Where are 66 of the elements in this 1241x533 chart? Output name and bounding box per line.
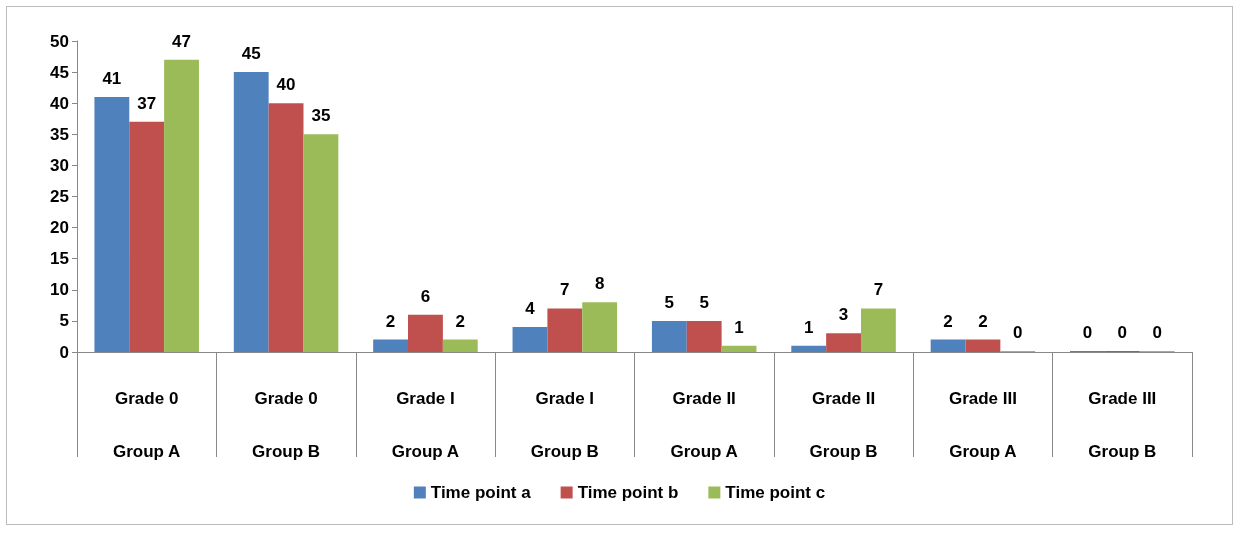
bar xyxy=(860,308,896,352)
legend-label: Time point a xyxy=(430,483,532,502)
y-tick-label: 50 xyxy=(50,31,69,51)
data-label: 37 xyxy=(137,93,157,113)
data-label: 5 xyxy=(699,292,709,312)
data-label: 0 xyxy=(1152,323,1162,342)
data-label: 45 xyxy=(241,44,261,64)
category-label: Grade II Group A xyxy=(670,389,738,461)
data-label: 2 xyxy=(385,311,396,331)
y-tick-label: 45 xyxy=(50,62,69,82)
category-label: Grade I Group A xyxy=(391,389,460,461)
y-tick-label: 5 xyxy=(59,311,69,331)
data-label: 3 xyxy=(838,305,849,325)
y-tick-label: 15 xyxy=(50,249,69,269)
y-tick-label: 0 xyxy=(59,342,69,362)
bar xyxy=(651,320,687,352)
data-label: 8 xyxy=(594,274,605,294)
bar xyxy=(721,345,757,352)
bar xyxy=(373,339,409,352)
bar xyxy=(164,59,199,352)
data-label: 7 xyxy=(873,280,884,300)
bar xyxy=(582,302,618,352)
y-tick-label: 20 xyxy=(50,218,69,238)
bar xyxy=(94,96,130,352)
y-tick-label: 40 xyxy=(50,93,69,113)
bar xyxy=(826,333,861,352)
y-tick-label: 25 xyxy=(50,187,69,206)
bar xyxy=(129,121,165,352)
data-label: 47 xyxy=(172,31,191,51)
bar xyxy=(512,327,548,352)
category-label: Grade III Group B xyxy=(1088,389,1157,461)
data-label: 7 xyxy=(560,280,570,300)
bar xyxy=(547,308,583,352)
data-label: 35 xyxy=(311,106,331,126)
category-label: Grade II Group B xyxy=(809,389,878,461)
category-label: Grade I Group B xyxy=(530,389,599,461)
data-label: 6 xyxy=(420,286,431,306)
category-label: Grade III Group A xyxy=(948,389,1017,461)
bar xyxy=(930,339,966,352)
data-label: 2 xyxy=(943,311,953,331)
data-label: 1 xyxy=(734,317,744,337)
category-label: Grade 0 Group A xyxy=(113,389,181,461)
bar xyxy=(442,339,478,352)
data-label: 2 xyxy=(978,311,988,331)
data-label: 41 xyxy=(102,68,122,88)
data-label: 2 xyxy=(455,311,466,331)
data-label: 5 xyxy=(664,292,675,312)
data-label: 0 xyxy=(1117,323,1128,342)
bar xyxy=(408,314,443,352)
data-label: 1 xyxy=(803,317,814,337)
data-label: 4 xyxy=(525,299,536,319)
bar xyxy=(686,320,722,352)
category-label: Grade 0 Group B xyxy=(252,389,321,461)
y-tick-label: 30 xyxy=(50,155,69,175)
y-tick-label: 35 xyxy=(50,124,69,144)
bar xyxy=(303,134,339,352)
legend-label: Time point b xyxy=(577,483,679,502)
y-tick-label: 10 xyxy=(50,280,69,300)
data-label: 0 xyxy=(1082,323,1093,342)
bar xyxy=(965,339,1001,352)
data-label: 40 xyxy=(276,75,296,95)
legend-label: Time point c xyxy=(725,483,826,502)
bar xyxy=(791,345,827,352)
bar xyxy=(233,72,269,352)
data-label: 0 xyxy=(1013,323,1023,342)
bar xyxy=(268,103,304,352)
